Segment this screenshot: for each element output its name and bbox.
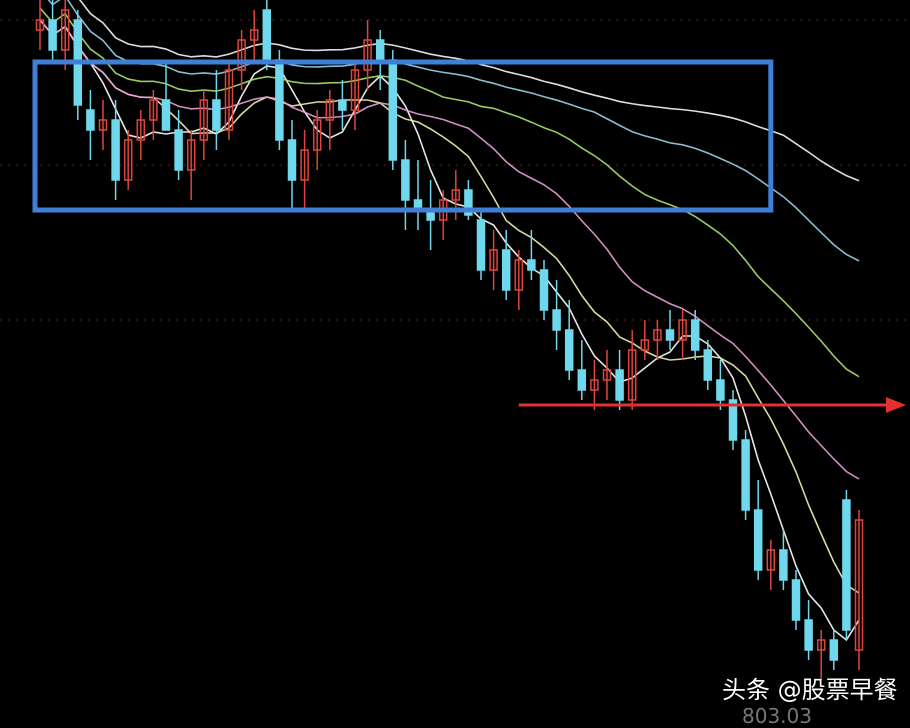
candle-up — [149, 99, 158, 121]
ma-line-20 — [39, 19, 860, 480]
candle-up — [186, 139, 196, 171]
candle-down — [703, 349, 713, 381]
candle-up — [489, 249, 498, 271]
candle-down — [716, 379, 725, 401]
candle-down — [338, 99, 347, 111]
candle-up — [136, 119, 146, 141]
candle-up — [98, 119, 108, 131]
candle-down — [501, 249, 511, 291]
candle-up — [653, 329, 662, 341]
candle-up — [350, 69, 360, 111]
candle-up — [514, 259, 524, 291]
annotation-box — [32, 59, 774, 213]
candle-down — [111, 119, 120, 181]
candle-down — [275, 59, 284, 141]
watermark: 头条 @股票早餐 — [722, 676, 898, 704]
candle-down — [791, 579, 801, 621]
candle-up — [237, 39, 246, 71]
candle-up — [854, 519, 864, 651]
candle-up — [224, 69, 234, 131]
candle-down — [527, 259, 536, 271]
candle-down — [464, 189, 473, 216]
candle-down — [615, 369, 624, 401]
candle-down — [48, 19, 57, 51]
candle-up — [766, 549, 776, 571]
candle-down — [86, 109, 95, 131]
candle-down — [539, 269, 549, 311]
candle-up — [249, 29, 259, 41]
candle-down — [741, 439, 750, 511]
ma-line-30 — [39, 7, 860, 378]
candle-up — [35, 19, 45, 31]
candle-down — [375, 39, 385, 61]
candle-down — [564, 329, 574, 371]
candle-up — [451, 189, 461, 201]
candle-down — [161, 99, 171, 131]
candle-up — [602, 369, 612, 381]
support-arrow-head — [886, 397, 906, 413]
candle-down — [753, 509, 763, 571]
candle-up — [123, 139, 133, 181]
candle-down — [174, 129, 183, 171]
candle-down — [690, 319, 700, 351]
candle-down — [842, 499, 851, 631]
candle-up — [312, 119, 322, 151]
candle-down — [665, 329, 675, 341]
candle-up — [325, 99, 335, 121]
candle-down — [728, 399, 738, 441]
candle-down — [287, 139, 297, 181]
candle-down — [401, 159, 410, 201]
candle-up — [590, 379, 599, 391]
candle-down — [388, 59, 398, 161]
ma-line-60 — [78, 0, 860, 182]
candle-up — [678, 319, 687, 341]
candle-down — [804, 619, 813, 651]
candle-down — [262, 9, 272, 61]
candle-down — [212, 99, 221, 131]
candle-up — [60, 9, 70, 51]
candle-down — [577, 369, 587, 391]
candle-up — [627, 349, 637, 401]
candle-up — [640, 339, 650, 351]
candle-down — [552, 309, 561, 331]
candle-up — [363, 39, 372, 71]
candle-up — [199, 99, 209, 141]
candle-up — [816, 639, 826, 651]
candle-up — [300, 149, 309, 181]
candle-down — [476, 219, 486, 271]
ma-line-10 — [39, 19, 860, 594]
date-label: 803.03 — [742, 704, 812, 728]
ma-line-45 — [47, 0, 860, 262]
candle-down — [779, 549, 788, 581]
candle-down — [829, 639, 839, 661]
